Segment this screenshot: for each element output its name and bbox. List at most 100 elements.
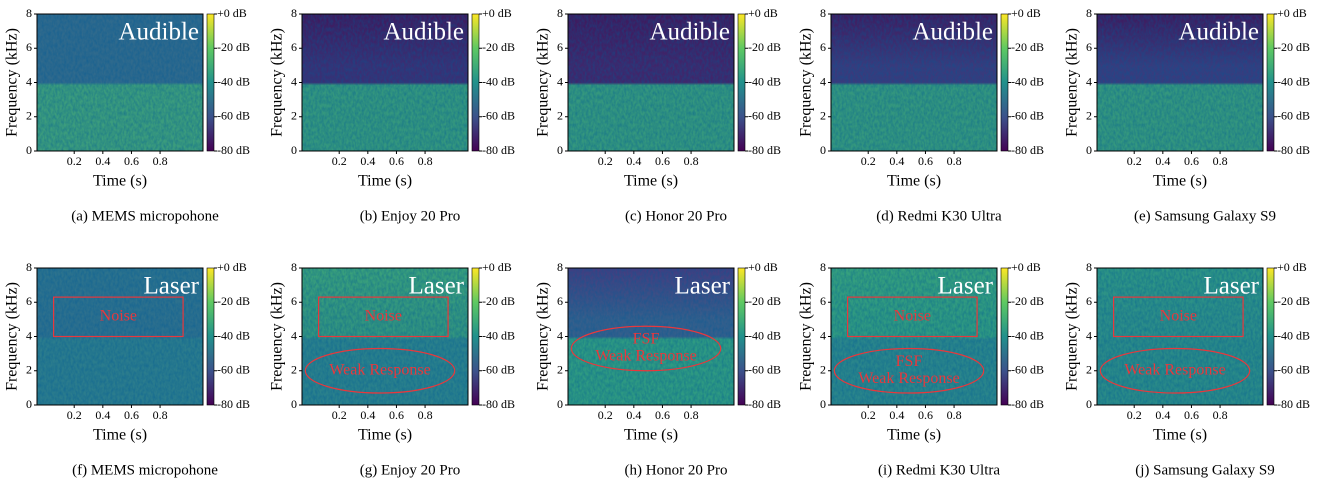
colorbar-tick-label: -60 dB	[748, 109, 781, 123]
y-tick-label: 8	[820, 6, 826, 20]
colorbar-tick-label: -60 dB	[482, 363, 515, 377]
colorbar-tick-label: -20 dB	[217, 40, 250, 54]
y-tick-label: 0	[291, 143, 297, 157]
x-tick-label: 0.6	[1184, 154, 1199, 168]
response-ellipse	[570, 325, 722, 372]
spectrogram-texture	[831, 14, 997, 151]
x-tick-label: 0.8	[947, 408, 962, 422]
caption: (c) Honor 20 Pro	[625, 208, 727, 224]
x-tick-label: 0.4	[626, 154, 641, 168]
colorbar-tick-label: -60 dB	[217, 363, 250, 377]
y-tick-label: 8	[291, 260, 297, 274]
y-tick-label: 0	[26, 397, 32, 411]
colorbar-tick-label: -60 dB	[1011, 109, 1044, 123]
x-tick-label: 0.2	[332, 408, 347, 422]
ellipse-label: FSF	[633, 331, 660, 348]
x-tick-label: 0.6	[918, 154, 933, 168]
y-tick-label: 8	[26, 6, 32, 20]
x-tick-label: 0.6	[655, 154, 670, 168]
y-tick-label: 2	[557, 109, 563, 123]
y-tick-label: 4	[820, 328, 826, 342]
colorbar-tick-label: -60 dB	[1011, 363, 1044, 377]
colorbar-tick-label: +0 dB	[1277, 6, 1307, 20]
panel: 0.2 0.4 0.6 0.8 0 2 4 6 8 Time (s) Frequency (kHz)…	[4, 6, 250, 225]
y-axis-label: Frequency (kHz)	[535, 28, 552, 137]
overlay-title: Audible	[383, 19, 464, 46]
y-axis-label: Frequency (kHz)	[269, 28, 286, 137]
x-tick-label: 0.2	[861, 154, 876, 168]
y-tick-label: 4	[557, 74, 563, 88]
colorbar-tick-label: -80 dB	[217, 143, 250, 157]
spectrogram-texture	[1097, 14, 1263, 151]
y-axis-label: Frequency (kHz)	[269, 282, 286, 391]
y-tick-label: 2	[1086, 363, 1092, 377]
colorbar	[1266, 13, 1275, 152]
caption: (a) MEMS micropohone	[71, 208, 219, 224]
x-tick-label: 0.8	[684, 154, 699, 168]
caption: (j) Samsung Galaxy S9	[1135, 462, 1275, 478]
x-tick-label: 0.6	[655, 408, 670, 422]
y-tick-label: 6	[557, 40, 563, 54]
panel: 0.2 0.4 0.6 0.8 0 2 4 6 8 Time (s) Frequency (kHz)…	[1064, 260, 1310, 479]
colorbar	[737, 13, 746, 152]
y-axis-label: Frequency (kHz)	[1064, 28, 1081, 137]
panel: 0.2 0.4 0.6 0.8 0 2 4 6 8 Time (s) Frequency (kHz)…	[269, 6, 515, 225]
y-tick-label: 2	[291, 363, 297, 377]
colorbar-tick-label: +0 dB	[1277, 260, 1307, 274]
colorbar	[471, 267, 480, 406]
ellipse-label: Weak Response	[858, 370, 959, 387]
colorbar-tick-label: -20 dB	[217, 294, 250, 308]
spectrogram-texture	[302, 14, 468, 151]
colorbar-tick-label: -60 dB	[1277, 363, 1310, 377]
caption: (e) Samsung Galaxy S9	[1134, 208, 1276, 224]
x-tick-label: 0.8	[947, 154, 962, 168]
panel: 0.2 0.4 0.6 0.8 0 2 4 6 8 Time (s) Frequency (kHz)…	[4, 260, 250, 479]
y-tick-label: 2	[26, 363, 32, 377]
colorbar-tick-label: -40 dB	[482, 328, 515, 342]
spectrogram-texture	[37, 14, 203, 151]
colorbar-tick-label: +0 dB	[217, 6, 247, 20]
x-tick-label: 0.4	[1155, 408, 1170, 422]
response-ellipse	[833, 347, 985, 394]
noise-box	[1112, 296, 1244, 338]
colorbar-tick-label: -40 dB	[1011, 74, 1044, 88]
x-tick-label: 0.2	[861, 408, 876, 422]
colorbar	[1266, 267, 1275, 406]
caption: (f) MEMS micropohone	[72, 462, 218, 478]
colorbar-tick-label: -60 dB	[217, 109, 250, 123]
x-tick-label: 0.8	[418, 408, 433, 422]
colorbar-tick-label: -80 dB	[1277, 143, 1310, 157]
y-tick-label: 8	[557, 6, 563, 20]
overlay-title: Laser	[1203, 273, 1259, 300]
x-tick-label: 0.2	[598, 154, 613, 168]
colorbar-tick-label: +0 dB	[482, 6, 512, 20]
colorbar-tick-label: +0 dB	[1011, 260, 1041, 274]
colorbar-tick-label: -80 dB	[217, 397, 250, 411]
y-tick-label: 8	[557, 260, 563, 274]
y-tick-label: 6	[291, 40, 297, 54]
box-label: Noise	[365, 307, 402, 324]
colorbar-tick-label: -40 dB	[217, 74, 250, 88]
x-tick-label: 0.6	[918, 408, 933, 422]
overlay-title: Audible	[1178, 19, 1259, 46]
overlay-title: Audible	[118, 19, 199, 46]
colorbar-tick-label: +0 dB	[217, 260, 247, 274]
colorbar-tick-label: -20 dB	[1011, 40, 1044, 54]
colorbar-tick-label: -40 dB	[748, 328, 781, 342]
y-tick-label: 6	[291, 294, 297, 308]
y-tick-label: 8	[1086, 6, 1092, 20]
y-tick-label: 6	[1086, 294, 1092, 308]
caption: (i) Redmi K30 Ultra	[878, 462, 1000, 478]
colorbar-tick-label: -20 dB	[482, 40, 515, 54]
overlay-title: Laser	[143, 273, 199, 300]
caption: (b) Enjoy 20 Pro	[360, 208, 460, 224]
x-tick-label: 0.4	[95, 408, 110, 422]
colorbar-tick-label: -80 dB	[1011, 143, 1044, 157]
colorbar-tick-label: -20 dB	[748, 40, 781, 54]
caption: (h) Honor 20 Pro	[625, 462, 728, 478]
x-tick-label: 0.6	[124, 408, 139, 422]
ellipse-label: Weak Response	[1124, 361, 1225, 378]
x-tick-label: 0.2	[67, 154, 82, 168]
y-tick-label: 4	[820, 74, 826, 88]
colorbar-tick-label: -40 dB	[748, 74, 781, 88]
